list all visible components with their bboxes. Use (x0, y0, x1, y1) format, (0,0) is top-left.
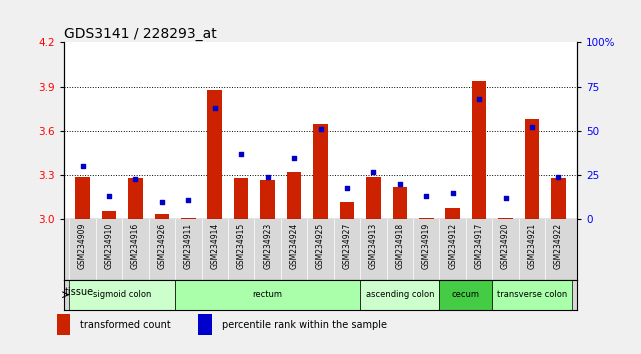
Point (501, 195, 511, 201)
Bar (260, 180, 275, 219)
Point (421, 194, 431, 199)
Point (553, 174, 563, 180)
Text: GSM234911: GSM234911 (184, 222, 193, 269)
Point (157, 199, 167, 205)
Bar (76, 177, 90, 219)
Bar (175, 280, 360, 310)
Text: GSM234920: GSM234920 (501, 222, 510, 269)
Bar (360, 280, 440, 310)
Text: tissue: tissue (65, 287, 94, 297)
Text: GSM234924: GSM234924 (290, 222, 299, 269)
Text: GSM234918: GSM234918 (395, 222, 404, 269)
Text: GSM234919: GSM234919 (422, 222, 431, 269)
Text: GSM234913: GSM234913 (369, 222, 378, 269)
Text: percentile rank within the sample: percentile rank within the sample (222, 320, 387, 330)
Text: GSM234915: GSM234915 (237, 222, 246, 269)
Bar (199, 314, 212, 335)
Point (368, 169, 378, 175)
Bar (69, 280, 175, 310)
Bar (551, 178, 565, 219)
Text: GSM234916: GSM234916 (131, 222, 140, 269)
Text: GSM234914: GSM234914 (210, 222, 219, 269)
Text: transformed count: transformed count (80, 320, 171, 330)
Text: transverse colon: transverse colon (497, 290, 567, 299)
Text: sigmoid colon: sigmoid colon (93, 290, 151, 299)
Text: GDS3141 / 228293_at: GDS3141 / 228293_at (64, 28, 217, 41)
Bar (287, 172, 301, 219)
Bar (445, 208, 460, 219)
Point (289, 155, 299, 160)
Bar (366, 177, 381, 219)
Text: GSM234910: GSM234910 (104, 222, 113, 269)
Bar (525, 119, 539, 219)
Bar (313, 124, 328, 219)
Text: cecum: cecum (452, 290, 480, 299)
Point (342, 185, 352, 190)
Bar (440, 280, 492, 310)
Text: GSM234923: GSM234923 (263, 222, 272, 269)
Text: GSM234909: GSM234909 (78, 222, 87, 269)
Bar (392, 187, 407, 219)
Point (315, 126, 326, 132)
Text: GSM234927: GSM234927 (342, 222, 351, 269)
Bar (419, 218, 433, 219)
Text: GSM234926: GSM234926 (158, 222, 167, 269)
Point (447, 190, 458, 196)
Point (263, 174, 273, 180)
Point (474, 96, 484, 102)
Point (183, 197, 194, 203)
Point (210, 105, 220, 111)
Bar (56, 314, 70, 335)
Bar (181, 218, 196, 219)
Point (78, 164, 88, 169)
Bar (340, 202, 354, 219)
Text: GSM234921: GSM234921 (528, 222, 537, 269)
Bar (472, 81, 487, 219)
Bar (208, 90, 222, 219)
Bar (492, 280, 572, 310)
Bar (234, 178, 249, 219)
Text: GSM234912: GSM234912 (448, 222, 457, 269)
Text: GSM234917: GSM234917 (474, 222, 483, 269)
Text: rectum: rectum (253, 290, 283, 299)
Text: GSM234922: GSM234922 (554, 222, 563, 269)
Text: GSM234925: GSM234925 (316, 222, 325, 269)
Bar (498, 218, 513, 219)
Point (395, 181, 405, 187)
Text: ascending colon: ascending colon (365, 290, 434, 299)
Bar (102, 211, 116, 219)
Point (104, 194, 114, 199)
Point (130, 176, 140, 182)
Point (236, 151, 246, 157)
Bar (154, 213, 169, 219)
Point (527, 125, 537, 130)
Bar (128, 178, 143, 219)
